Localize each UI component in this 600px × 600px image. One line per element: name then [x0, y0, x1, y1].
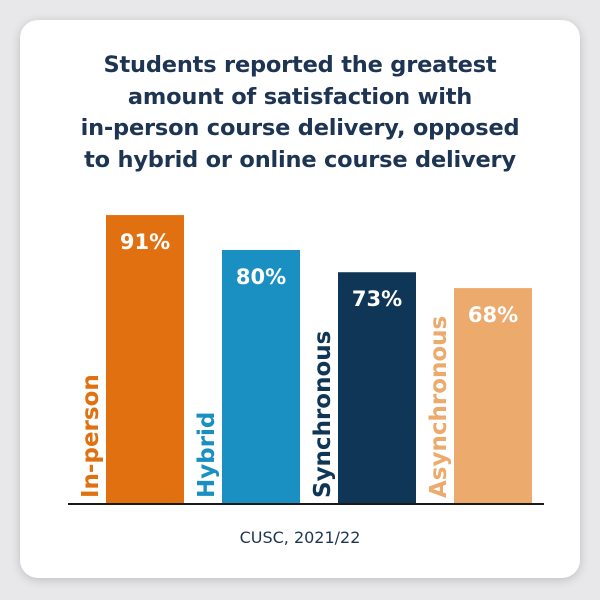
bar-in-person: [106, 215, 184, 504]
bar-hybrid: [222, 250, 300, 504]
value-label-asynchronous: 68%: [468, 303, 518, 327]
title-line-2: amount of satisfaction with: [127, 83, 473, 110]
value-label-synchronous: 73%: [352, 287, 402, 311]
title-line-1: Students reported the greatest: [103, 52, 497, 78]
category-label-in-person: In-person: [78, 374, 104, 498]
category-label-hybrid: Hybrid: [194, 412, 220, 498]
bar-synchronous: [338, 272, 416, 504]
title-line-3: in-person course delivery, opposed: [80, 115, 520, 141]
bar-asynchronous: [454, 288, 532, 504]
category-label-synchronous: Synchronous: [310, 331, 336, 498]
value-label-hybrid: 80%: [236, 265, 286, 289]
value-label-in-person: 91%: [120, 230, 170, 254]
category-label-asynchronous: Asynchronous: [426, 316, 452, 498]
title-line-4: to hybrid or online course delivery: [84, 146, 516, 173]
chart-title: Students reported the greatest amount of…: [20, 50, 580, 176]
chart-source: CUSC, 2021/22: [239, 528, 361, 547]
